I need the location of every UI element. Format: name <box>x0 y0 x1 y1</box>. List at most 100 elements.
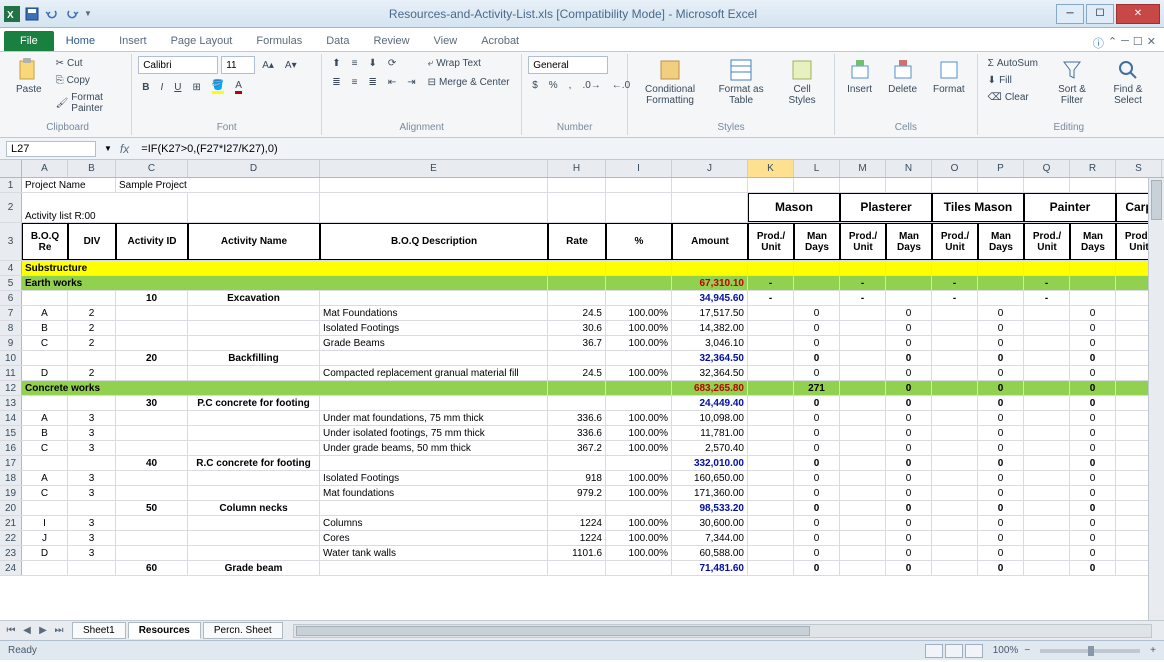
trade-val[interactable]: 0 <box>886 546 932 560</box>
amount[interactable]: 60,588.00 <box>672 546 748 560</box>
horizontal-scrollbar[interactable] <box>293 624 1152 638</box>
cell[interactable] <box>320 561 548 575</box>
trade-val[interactable] <box>978 276 1024 290</box>
amount[interactable]: 11,781.00 <box>672 426 748 440</box>
trade-val[interactable] <box>840 516 886 530</box>
cell[interactable] <box>672 178 748 192</box>
tab-home[interactable]: Home <box>54 31 107 51</box>
cut-button[interactable]: ✂Cut <box>52 56 126 71</box>
cell[interactable] <box>116 411 188 425</box>
trade-val[interactable]: 0 <box>978 501 1024 515</box>
boq-ref[interactable]: C <box>22 336 68 350</box>
amount[interactable]: 32,364.50 <box>672 351 748 365</box>
trade-val[interactable]: 0 <box>1070 396 1116 410</box>
trade-val[interactable] <box>840 471 886 485</box>
cell[interactable] <box>606 193 672 222</box>
row-header-13[interactable]: 13 <box>0 396 22 410</box>
cell[interactable] <box>116 486 188 500</box>
boq-desc[interactable]: Mat foundations <box>320 486 548 500</box>
div[interactable]: 2 <box>68 306 116 320</box>
col-header-B[interactable]: B <box>68 160 116 177</box>
prod-header[interactable]: Prod./ Unit <box>1024 223 1070 260</box>
boq-ref[interactable]: B <box>22 426 68 440</box>
trade-val[interactable] <box>1024 396 1070 410</box>
row-header-21[interactable]: 21 <box>0 516 22 530</box>
trade-val[interactable]: 0 <box>886 486 932 500</box>
trade-val[interactable]: 0 <box>978 561 1024 575</box>
trade-val[interactable] <box>748 381 794 395</box>
format-table-button[interactable]: Format as Table <box>710 56 772 108</box>
trade-val[interactable] <box>886 261 932 275</box>
col-header[interactable]: Activity ID <box>116 223 188 260</box>
boq-ref[interactable]: B <box>22 321 68 335</box>
undo-icon[interactable] <box>44 6 60 22</box>
trade-val[interactable]: 0 <box>794 531 840 545</box>
row-header-20[interactable]: 20 <box>0 501 22 515</box>
pct[interactable]: 100.00% <box>606 486 672 500</box>
cell[interactable] <box>606 291 672 305</box>
trade-header-painter[interactable]: Painter <box>1024 193 1116 222</box>
col-header[interactable]: Amount <box>672 223 748 260</box>
cell[interactable] <box>188 546 320 560</box>
trade-val[interactable]: - <box>932 276 978 290</box>
trade-val[interactable] <box>1024 441 1070 455</box>
hscroll-thumb[interactable] <box>296 626 810 636</box>
cell[interactable] <box>188 321 320 335</box>
trade-val[interactable]: 0 <box>978 366 1024 380</box>
boq-desc[interactable]: Isolated Footings <box>320 471 548 485</box>
div[interactable]: 3 <box>68 486 116 500</box>
col-header[interactable]: DIV <box>68 223 116 260</box>
trade-val[interactable] <box>748 516 794 530</box>
div[interactable]: 3 <box>68 516 116 530</box>
sort-filter-button[interactable]: Sort & Filter <box>1046 56 1098 108</box>
amount[interactable] <box>672 261 748 275</box>
rate[interactable]: 36.7 <box>548 336 606 350</box>
trade-val[interactable] <box>1024 426 1070 440</box>
trade-val[interactable]: 0 <box>886 561 932 575</box>
scroll-thumb[interactable] <box>1151 180 1162 220</box>
cell[interactable] <box>320 501 548 515</box>
amount[interactable]: 32,364.50 <box>672 366 748 380</box>
trade-val[interactable] <box>932 396 978 410</box>
trade-val[interactable]: 0 <box>794 396 840 410</box>
trade-val[interactable] <box>840 546 886 560</box>
section-substructure[interactable]: Substructure <box>22 261 548 275</box>
trade-val[interactable] <box>748 561 794 575</box>
cell[interactable] <box>1070 178 1116 192</box>
trade-header-mason[interactable]: Mason <box>748 193 840 222</box>
trade-val[interactable] <box>840 261 886 275</box>
trade-val[interactable]: 0 <box>886 426 932 440</box>
col-header[interactable]: B.O.Q Re <box>22 223 68 260</box>
trade-val[interactable]: 0 <box>1070 366 1116 380</box>
trade-val[interactable]: 0 <box>886 396 932 410</box>
trade-val[interactable]: 0 <box>978 456 1024 470</box>
pct[interactable]: 100.00% <box>606 516 672 530</box>
cell[interactable] <box>188 471 320 485</box>
cell[interactable] <box>606 456 672 470</box>
trade-val[interactable] <box>748 441 794 455</box>
trade-val[interactable] <box>748 366 794 380</box>
cell[interactable] <box>548 178 606 192</box>
trade-val[interactable] <box>840 336 886 350</box>
tab-view[interactable]: View <box>422 31 470 51</box>
cell[interactable] <box>320 396 548 410</box>
trade-val[interactable] <box>1024 486 1070 500</box>
trade-val[interactable] <box>840 501 886 515</box>
col-header-S[interactable]: S <box>1116 160 1162 177</box>
align-center-button[interactable]: ≡ <box>348 75 362 90</box>
trade-val[interactable] <box>1070 291 1116 305</box>
cell[interactable] <box>886 178 932 192</box>
grow-font-button[interactable]: A▴ <box>258 58 278 73</box>
zoom-slider[interactable] <box>1040 649 1140 653</box>
cell[interactable] <box>22 456 68 470</box>
trade-val[interactable]: 0 <box>1070 561 1116 575</box>
cell[interactable] <box>68 501 116 515</box>
trade-val[interactable]: 0 <box>794 561 840 575</box>
pct[interactable]: 100.00% <box>606 366 672 380</box>
boq-ref[interactable]: A <box>22 471 68 485</box>
cell[interactable] <box>748 178 794 192</box>
trade-val[interactable] <box>932 321 978 335</box>
cell[interactable] <box>116 546 188 560</box>
amount[interactable]: 34,945.60 <box>672 291 748 305</box>
activity-id[interactable]: 50 <box>116 501 188 515</box>
